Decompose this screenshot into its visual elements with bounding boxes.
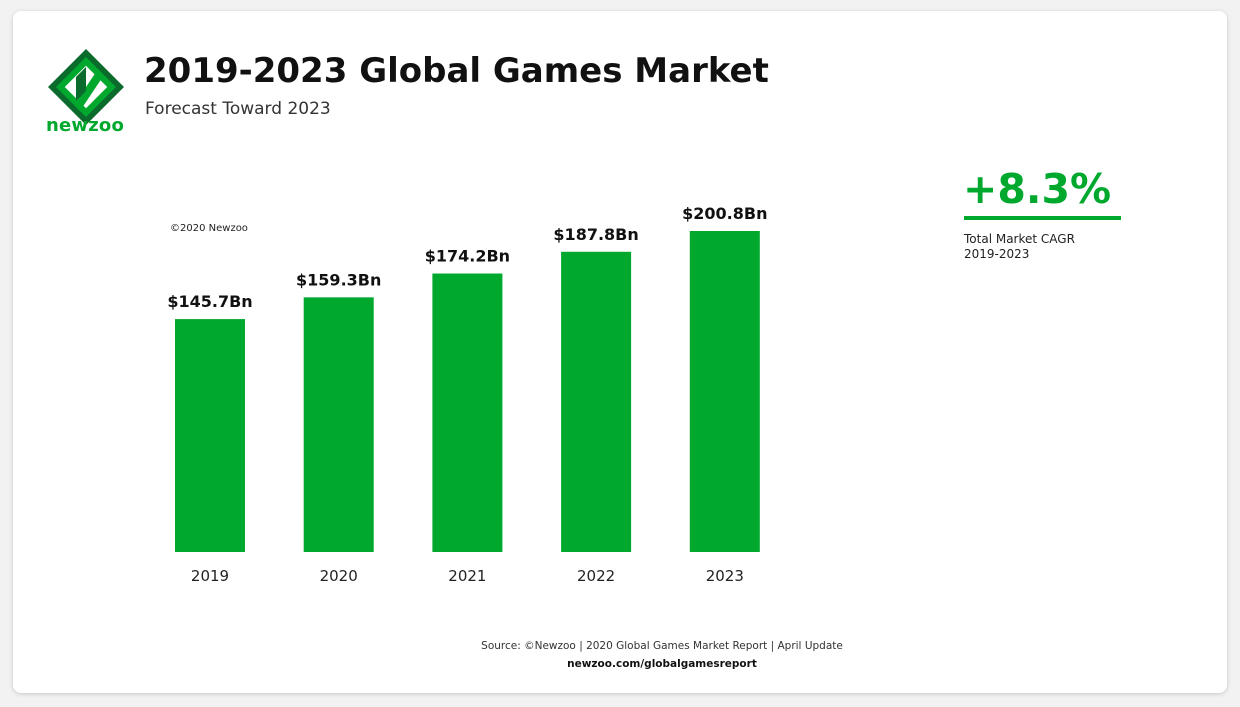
chart-card: newzoo 2019-2023 Global Games Market For…	[13, 11, 1227, 693]
x-tick-2020: 2020	[320, 567, 358, 585]
x-tick-2021: 2021	[448, 567, 486, 585]
data-label-2022: $187.8Bn	[553, 225, 638, 244]
data-label-2020: $159.3Bn	[296, 270, 381, 289]
bar-2020	[303, 297, 374, 552]
cagr-underline	[964, 216, 1121, 220]
bar-2022	[561, 251, 632, 553]
chart-subtitle: Forecast Toward 2023	[145, 99, 331, 119]
x-tick-2022: 2022	[577, 567, 615, 585]
copyright-note: ©2020 Newzoo	[170, 223, 248, 234]
data-label-2021: $174.2Bn	[425, 247, 510, 266]
bar-2023	[689, 231, 760, 552]
report-url[interactable]: newzoo.com/globalgamesreport	[567, 658, 757, 670]
chart-title: 2019-2023 Global Games Market	[144, 51, 769, 91]
source-note: Source: ©Newzoo | 2020 Global Games Mark…	[481, 640, 843, 652]
brand-wordmark: newzoo	[46, 115, 125, 136]
bar-2019	[175, 319, 245, 552]
x-tick-2023: 2023	[706, 567, 744, 585]
data-label-2019: $145.7Bn	[167, 292, 252, 311]
cagr-label-line1: Total Market CAGR	[964, 232, 1075, 246]
bar-2021	[432, 273, 503, 552]
cagr-value: +8.3%	[963, 165, 1112, 213]
bar-chart: $145.7Bn 2019 $159.3Bn 2020 $174.2Bn 2021 $187…	[167, 204, 767, 585]
cagr-label: Total Market CAGR 2019-2023	[964, 232, 1124, 262]
x-tick-2019: 2019	[191, 567, 229, 585]
cagr-label-line2: 2019-2023	[964, 247, 1030, 261]
data-label-2023: $200.8Bn	[682, 204, 767, 223]
newzoo-logo-icon	[48, 49, 124, 125]
